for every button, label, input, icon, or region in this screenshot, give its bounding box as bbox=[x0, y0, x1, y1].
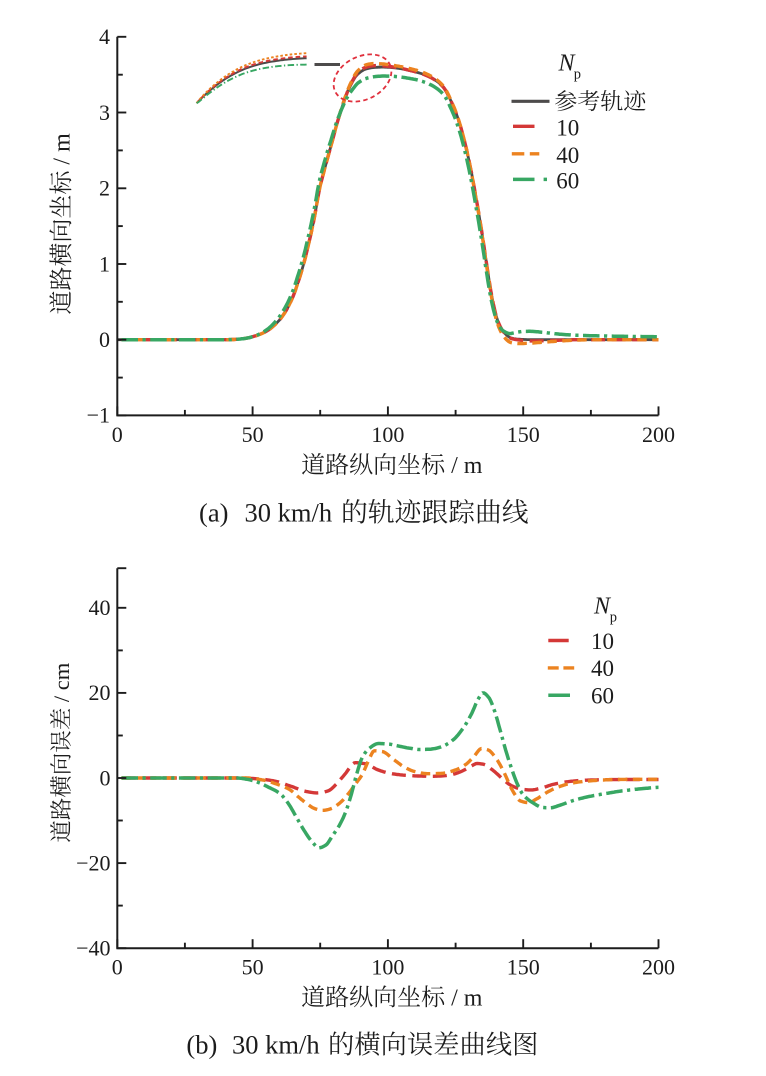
svg-text:40: 40 bbox=[591, 656, 614, 681]
svg-text:10: 10 bbox=[556, 116, 579, 141]
svg-text:50: 50 bbox=[242, 955, 264, 980]
svg-text:40: 40 bbox=[556, 143, 579, 168]
svg-text:(b): (b) bbox=[186, 1030, 217, 1060]
svg-text:/ m: / m bbox=[50, 133, 76, 171]
svg-text:30 km/h: 30 km/h bbox=[232, 1030, 320, 1060]
svg-text:−40: −40 bbox=[76, 936, 110, 961]
svg-text:0: 0 bbox=[100, 765, 111, 790]
svg-text:20: 20 bbox=[89, 680, 111, 705]
svg-text:0: 0 bbox=[112, 422, 123, 447]
svg-text:10: 10 bbox=[591, 629, 614, 654]
svg-text:/ m: / m bbox=[445, 453, 483, 479]
svg-text:50: 50 bbox=[242, 422, 264, 447]
svg-text:40: 40 bbox=[89, 595, 111, 620]
svg-text:(a): (a) bbox=[199, 498, 228, 528]
svg-text:150: 150 bbox=[507, 422, 540, 447]
svg-text:0: 0 bbox=[112, 955, 123, 980]
svg-text:100: 100 bbox=[371, 955, 404, 980]
svg-text:200: 200 bbox=[642, 422, 675, 447]
svg-text:2: 2 bbox=[99, 176, 110, 201]
svg-text:/ cm: / cm bbox=[49, 662, 74, 707]
svg-text:3: 3 bbox=[99, 100, 110, 125]
svg-text:N: N bbox=[593, 593, 612, 619]
svg-text:p: p bbox=[610, 610, 617, 626]
svg-text:−20: −20 bbox=[76, 850, 110, 875]
svg-text:60: 60 bbox=[556, 169, 579, 194]
svg-text:p: p bbox=[574, 67, 581, 83]
svg-text:100: 100 bbox=[371, 422, 404, 447]
svg-text:60: 60 bbox=[591, 684, 614, 709]
svg-text:1: 1 bbox=[99, 251, 110, 276]
svg-text:−1: −1 bbox=[87, 403, 110, 428]
svg-text:N: N bbox=[558, 51, 577, 77]
svg-text:30 km/h: 30 km/h bbox=[245, 498, 333, 528]
svg-text:150: 150 bbox=[507, 955, 540, 980]
svg-text:/ m: / m bbox=[445, 986, 483, 1012]
svg-text:4: 4 bbox=[99, 24, 110, 49]
svg-text:200: 200 bbox=[642, 955, 675, 980]
svg-text:0: 0 bbox=[99, 327, 110, 352]
